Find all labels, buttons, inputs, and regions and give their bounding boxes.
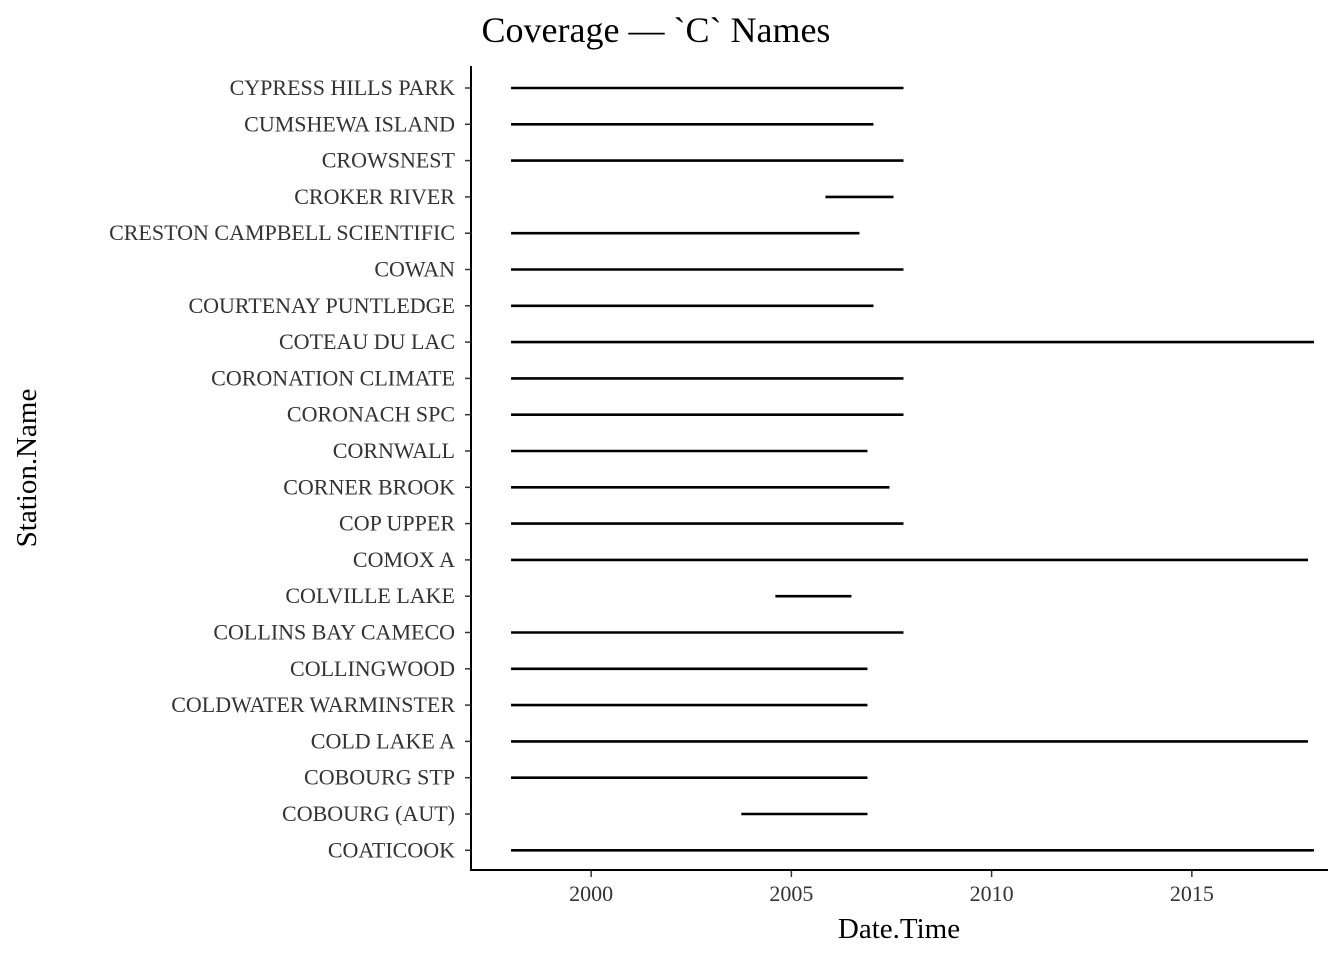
y-tick-label-cumshewa-island: CUMSHEWA ISLAND	[244, 111, 455, 136]
y-tick-label-coldwater-warminster: COLDWATER WARMINSTER	[171, 692, 455, 717]
x-tick-label-2005: 2005	[769, 881, 813, 906]
x-axis-ticks: 2000 2005 2010 2015	[569, 871, 1214, 906]
y-tick-label-coaticook: COATICOOK	[328, 837, 455, 862]
y-tick-label-cobourg-aut: COBOURG (AUT)	[282, 801, 455, 826]
y-tick-label-croker-river: CROKER RIVER	[294, 184, 455, 209]
y-tick-label-cold-lake-a: COLD LAKE A	[311, 728, 455, 753]
y-tick-label-coronach-spc: CORONACH SPC	[287, 402, 455, 427]
x-tick-label-2015: 2015	[1170, 881, 1214, 906]
y-tick-label-cornwall: CORNWALL	[333, 438, 455, 463]
y-tick-label-creston-campbell-scientific: CRESTON CAMPBELL SCIENTIFIC	[109, 220, 455, 245]
y-tick-label-corner-brook: CORNER BROOK	[283, 474, 455, 499]
y-axis-ticks: CYPRESS HILLS PARK CUMSHEWA ISLAND CROWSNE…	[109, 75, 471, 862]
x-tick-label-2010: 2010	[970, 881, 1014, 906]
y-tick-label-collingwood: COLLINGWOOD	[290, 656, 455, 681]
y-tick-label-cobourg-stp: COBOURG STP	[304, 765, 455, 790]
y-tick-label-colville-lake: COLVILLE LAKE	[285, 583, 455, 608]
y-axis-title: Station.Name	[11, 389, 43, 548]
plot-area: CYPRESS HILLS PARK CUMSHEWA ISLAND CROWSNE…	[109, 66, 1328, 906]
y-tick-label-cop-upper: COP UPPER	[339, 511, 455, 536]
chart-title: Coverage — `C` Names	[482, 10, 831, 50]
x-axis-title: Date.Time	[838, 913, 960, 945]
y-tick-label-comox-a: COMOX A	[353, 547, 455, 572]
y-tick-label-collins-bay-cameco: COLLINS BAY CAMECO	[213, 620, 455, 645]
y-tick-label-coteau-du-lac: COTEAU DU LAC	[279, 329, 455, 354]
y-tick-label-crowsnest: CROWSNEST	[322, 148, 456, 173]
y-tick-label-courtenay-puntledge: COURTENAY PUNTLEDGE	[188, 293, 455, 318]
y-tick-label-cowan: COWAN	[374, 257, 455, 282]
coverage-segments	[511, 86, 1314, 852]
x-tick-label-2000: 2000	[569, 881, 613, 906]
y-tick-label-cypress-hills-park: CYPRESS HILLS PARK	[230, 75, 455, 100]
y-tick-label-coronation-climate: CORONATION CLIMATE	[211, 365, 455, 390]
